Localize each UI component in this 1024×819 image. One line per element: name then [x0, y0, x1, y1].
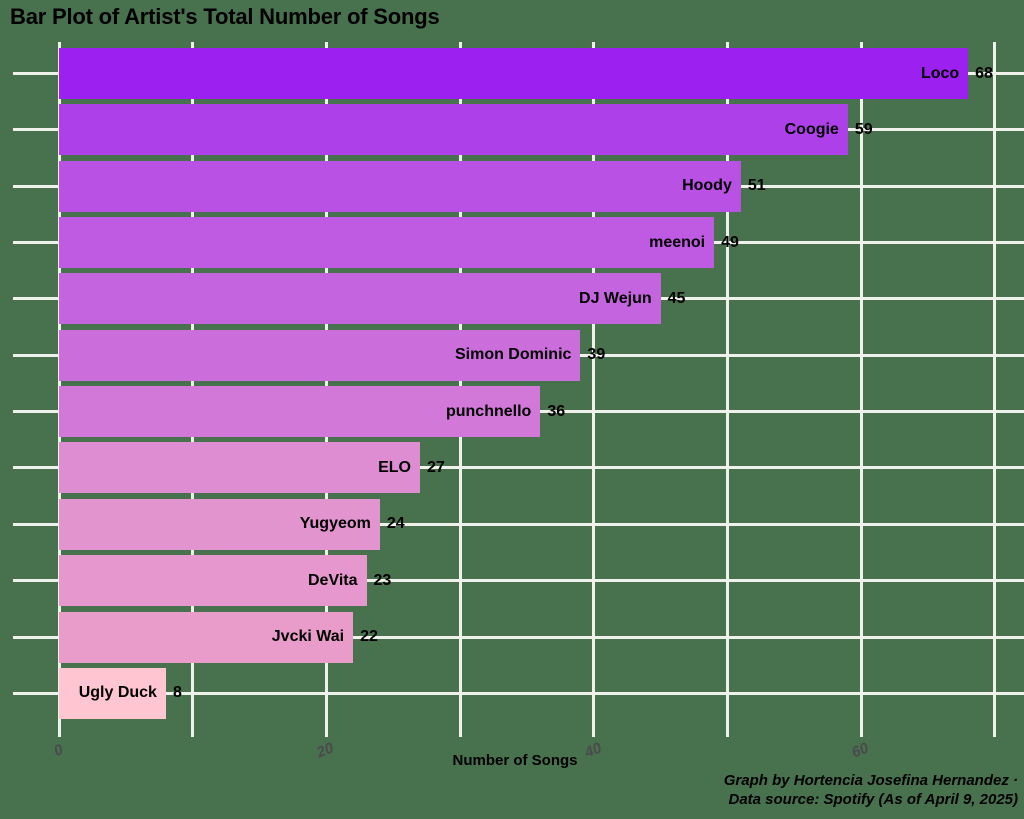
- bar-label: Coogie: [784, 120, 839, 138]
- caption-line-1: Graph by Hortencia Josefina Hernandez ·: [723, 772, 1018, 789]
- bar: Simon Dominic: [59, 329, 581, 381]
- bar-label: meenoi: [649, 233, 706, 251]
- x-tick-label: 40: [582, 739, 604, 762]
- bar-label: Loco: [920, 64, 960, 82]
- bar: Hoody: [59, 160, 741, 212]
- chart-title: Bar Plot of Artist's Total Number of Son…: [10, 4, 440, 29]
- bar: DJ Wejun: [59, 273, 661, 325]
- x-axis-label: Number of Songs: [452, 752, 578, 769]
- vertical-gridline: [993, 42, 997, 737]
- horizontal-gridline: [13, 466, 1024, 470]
- bar-label: Jvcki Wai: [271, 628, 345, 645]
- x-tick-label: 60: [849, 739, 872, 762]
- horizontal-gridline: [13, 522, 1024, 526]
- bar-value: 24: [386, 515, 405, 533]
- bar-value: 23: [373, 571, 392, 589]
- bar-value: 36: [547, 402, 566, 420]
- caption-line-2: Data source: Spotify (As of April 9, 202…: [728, 790, 1018, 808]
- bar: punchnello: [59, 386, 541, 438]
- bar-label: ELO: [378, 458, 411, 476]
- bar-label: punchnello: [445, 402, 532, 420]
- bar-value: 27: [426, 458, 445, 476]
- bar: Coogie: [59, 104, 848, 156]
- caption: Graph by Hortencia Josefina Hernandez · …: [724, 772, 1018, 810]
- bar-value: 8: [172, 684, 182, 702]
- bar: Loco: [59, 48, 969, 99]
- bar: Jvcki Wai: [59, 611, 354, 663]
- x-tick-label: 0: [51, 741, 66, 760]
- bar-value: 49: [721, 233, 739, 251]
- bar-value: 68: [975, 64, 993, 82]
- bar-value: 59: [854, 120, 873, 138]
- horizontal-gridline: [13, 635, 1024, 639]
- bar-value: 45: [667, 289, 686, 307]
- bar: meenoi: [59, 217, 715, 269]
- bar: Yugyeom: [59, 498, 380, 550]
- horizontal-gridline: [13, 579, 1024, 583]
- bar: Ugly Duck: [59, 667, 166, 719]
- bar-label: Ugly Duck: [78, 684, 157, 702]
- bar-value: 51: [747, 177, 766, 195]
- bar: DeVita: [59, 555, 367, 607]
- bar-label: Simon Dominic: [454, 346, 572, 364]
- bar-label: DJ Wejun: [579, 289, 652, 307]
- bar-label: Yugyeom: [299, 515, 371, 533]
- bar-label: Hoody: [682, 177, 732, 195]
- bar-value: 39: [587, 346, 606, 364]
- x-tick-label: 20: [314, 739, 337, 762]
- vertical-gridline: [859, 42, 863, 737]
- vertical-gridline: [592, 42, 596, 737]
- vertical-gridline: [726, 42, 729, 737]
- bar-label: DeVita: [307, 571, 358, 589]
- horizontal-gridline: [13, 691, 1024, 695]
- bar: ELO: [59, 442, 420, 494]
- bar-value: 22: [360, 628, 378, 645]
